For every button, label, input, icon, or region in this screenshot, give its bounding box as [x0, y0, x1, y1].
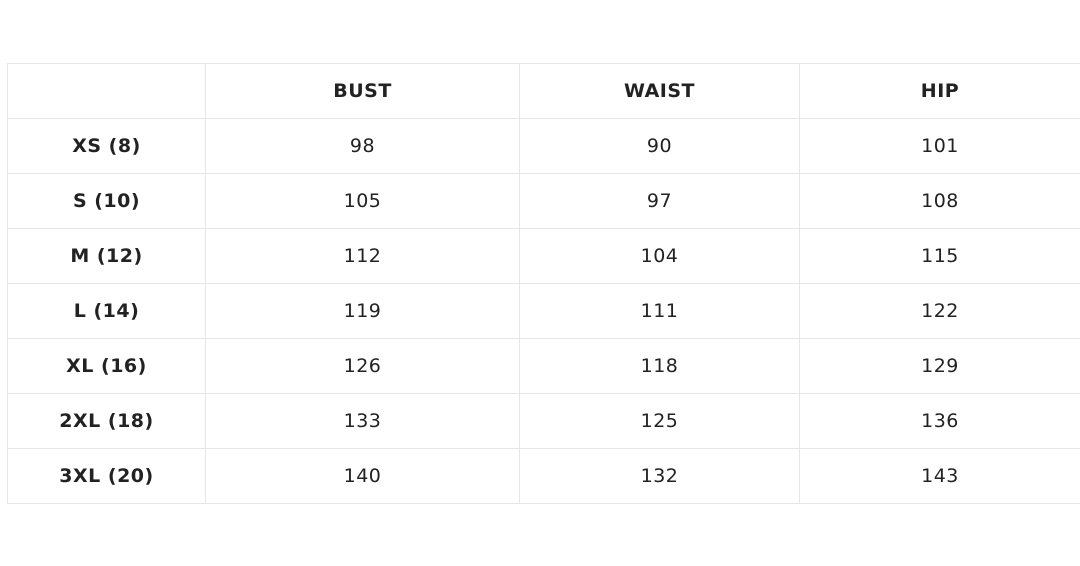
head: BUST [205, 63, 519, 118]
value: 129 [799, 338, 1080, 393]
value: 122 [799, 283, 1080, 338]
value: 97 [519, 173, 799, 228]
rowlabel: XS (8) [7, 118, 205, 173]
rowlabel: 2XL (18) [7, 393, 205, 448]
value: 111 [519, 283, 799, 338]
value: 115 [799, 228, 1080, 283]
value: 101 [799, 118, 1080, 173]
value: 125 [519, 393, 799, 448]
rowlabel: XL (16) [7, 338, 205, 393]
size-table: BUST WAIST HIP XS (8) 98 90 101 S (10) 105 97 108 M… [7, 63, 1080, 504]
rowlabel: S (10) [7, 173, 205, 228]
rowlabel: 3XL (20) [7, 448, 205, 504]
value: 136 [799, 393, 1080, 448]
value: 118 [519, 338, 799, 393]
value: 119 [205, 283, 519, 338]
value: 143 [799, 448, 1080, 504]
rowlabel: M (12) [7, 228, 205, 283]
value: 105 [205, 173, 519, 228]
head: WAIST [519, 63, 799, 118]
value: 126 [205, 338, 519, 393]
value: 90 [519, 118, 799, 173]
value: 98 [205, 118, 519, 173]
head: HIP [799, 63, 1080, 118]
value: 104 [519, 228, 799, 283]
value: 108 [799, 173, 1080, 228]
value: 132 [519, 448, 799, 504]
value: 112 [205, 228, 519, 283]
rowlabel: L (14) [7, 283, 205, 338]
corner [7, 63, 205, 118]
value: 133 [205, 393, 519, 448]
value: 140 [205, 448, 519, 504]
